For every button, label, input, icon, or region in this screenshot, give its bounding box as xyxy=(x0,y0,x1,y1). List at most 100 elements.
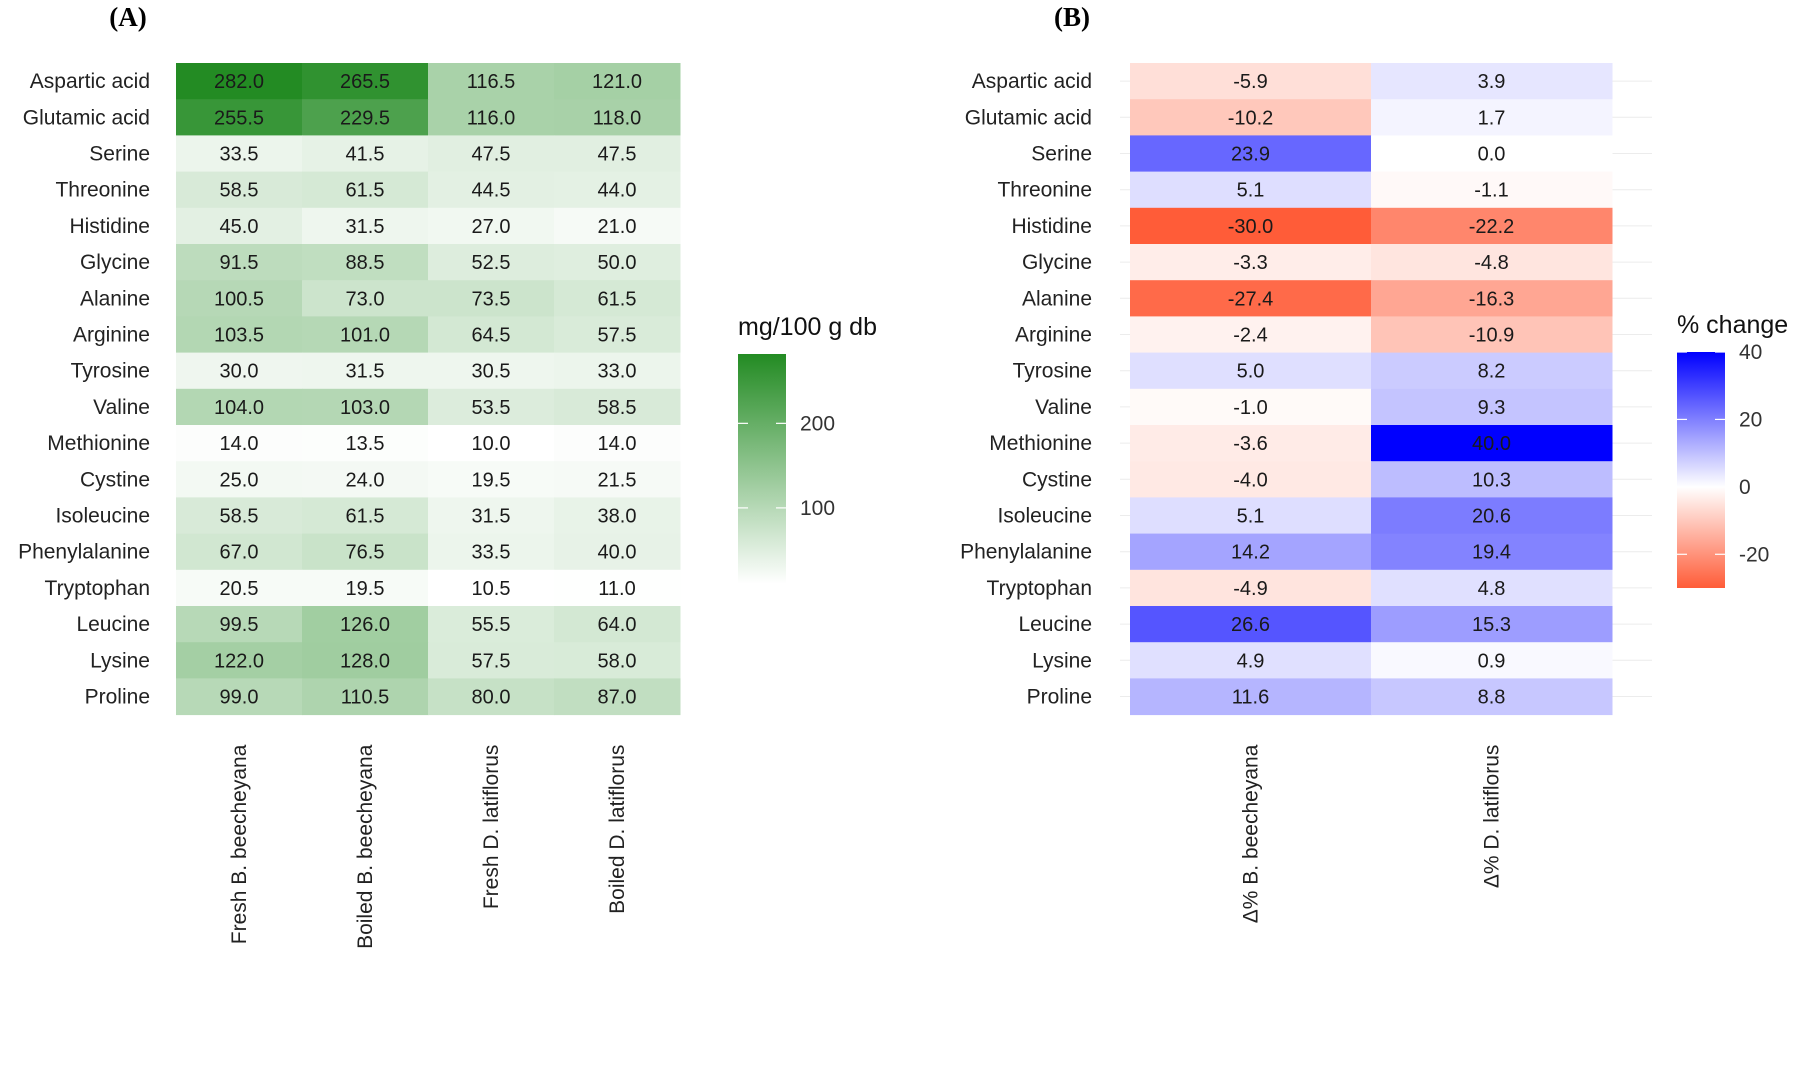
cell-value-label: 58.5 xyxy=(220,180,259,202)
cell-value-label: 11.0 xyxy=(598,578,635,600)
cell-value-label: -2.4 xyxy=(1233,325,1267,347)
cell-value-label: 53.5 xyxy=(472,397,511,419)
heatmap-cell xyxy=(302,642,429,679)
row-label-b: Lysine xyxy=(1032,649,1092,672)
heatmap-cell xyxy=(1130,135,1372,173)
heatmap-cell xyxy=(1371,569,1613,607)
legend-a-tick-label: 100 xyxy=(800,497,835,520)
heatmap-cell xyxy=(428,388,555,426)
heatmap-cell xyxy=(302,99,429,136)
heatmap-cell xyxy=(1130,425,1372,462)
cell-value-label: 10.0 xyxy=(472,433,511,455)
cell-value-label: 27.0 xyxy=(472,216,511,238)
cell-value-label: 31.5 xyxy=(346,361,385,383)
legend-a-colorbar xyxy=(738,354,786,584)
heatmap-panel-a: Aspartic acid 282.0 265.5 116.5 121.0 Glutami… xyxy=(18,63,681,949)
row-label-b: Glycine xyxy=(1022,251,1092,274)
cell-value-label: 8.8 xyxy=(1478,687,1506,709)
heatmap-cell xyxy=(1371,207,1613,245)
row-label-b: Histidine xyxy=(1011,215,1092,238)
legend-b-tick-label: 40 xyxy=(1739,341,1762,364)
column-label-a: Boiled B. beecheyana xyxy=(354,744,377,949)
heatmap-cell xyxy=(554,678,681,716)
heatmap-cell xyxy=(302,207,429,245)
heatmap-cell xyxy=(1371,497,1613,535)
heatmap-cell xyxy=(554,642,681,679)
heatmap-cell xyxy=(176,425,303,462)
heatmap-cell xyxy=(554,388,681,426)
cell-value-label: 4.9 xyxy=(1237,650,1265,672)
cell-value-label: 80.0 xyxy=(472,687,511,709)
row-label-a: Serine xyxy=(89,143,150,166)
cell-value-label: 8.2 xyxy=(1478,361,1506,383)
legend-percent-change: % change -20 0 20 40 xyxy=(1677,311,1788,588)
cell-value-label: 26.6 xyxy=(1231,614,1270,636)
row-label-b: Leucine xyxy=(1018,613,1092,636)
heatmap-cell xyxy=(302,135,429,173)
cell-value-label: 58.5 xyxy=(598,397,637,419)
heatmap-cell xyxy=(554,280,681,317)
cell-value-label: 0.0 xyxy=(1478,144,1506,166)
cell-value-label: 64.5 xyxy=(472,325,511,347)
cell-value-label: 104.0 xyxy=(214,397,264,419)
heatmap-cell xyxy=(1130,207,1372,245)
row-label-a: Leucine xyxy=(76,613,150,636)
cell-value-label: -3.6 xyxy=(1233,433,1267,455)
cell-value-label: 40.0 xyxy=(598,542,637,564)
row-label-b: Tyrosine xyxy=(1013,360,1092,383)
cell-value-label: -10.2 xyxy=(1228,107,1274,129)
cell-value-label: 100.5 xyxy=(214,288,264,310)
cell-value-label: 64.0 xyxy=(598,614,637,636)
cell-value-label: 15.3 xyxy=(1472,614,1511,636)
cell-value-label: 103.0 xyxy=(340,397,390,419)
column-label-a: Fresh D. latiflorus xyxy=(480,745,503,910)
heatmap-cell xyxy=(1130,63,1372,100)
row-label-a: Alanine xyxy=(80,287,150,310)
heatmap-cell xyxy=(302,63,429,100)
row-label-b: Methionine xyxy=(989,432,1092,455)
legend-b-title: % change xyxy=(1677,311,1788,339)
heatmap-cell xyxy=(176,99,303,136)
cell-value-label: 229.5 xyxy=(340,107,390,129)
row-label-a: Valine xyxy=(93,396,150,419)
legend-b-tick-label: -20 xyxy=(1739,543,1769,566)
cell-value-label: 88.5 xyxy=(346,252,385,274)
row-label-a: Threonine xyxy=(55,179,150,202)
heatmap-cell xyxy=(176,352,303,390)
heatmap-cell xyxy=(554,569,681,607)
heatmap-cell xyxy=(428,642,555,679)
cell-value-label: 47.5 xyxy=(472,144,511,166)
heatmap-cell xyxy=(428,497,555,535)
heatmap-cell xyxy=(176,678,303,716)
heatmap-cell xyxy=(176,533,303,571)
cell-value-label: -30.0 xyxy=(1228,216,1274,238)
cell-value-label: 47.5 xyxy=(598,144,637,166)
row-label-b: Alanine xyxy=(1022,287,1092,310)
heatmap-cell xyxy=(176,461,303,498)
row-label-b: Phenylalanine xyxy=(960,541,1092,564)
panel-a-label: (A) xyxy=(109,2,146,32)
cell-value-label: 4.8 xyxy=(1478,578,1506,600)
heatmap-cell xyxy=(1130,99,1372,136)
cell-value-label: 91.5 xyxy=(220,252,259,274)
heatmap-cell xyxy=(1130,388,1372,426)
heatmap-cell xyxy=(554,244,681,281)
row-label-b: Glutamic acid xyxy=(965,106,1092,129)
legend-mg-per-100g: mg/100 g db 100 200 xyxy=(738,313,877,584)
heatmap-cell xyxy=(1371,280,1613,317)
heatmap-cell xyxy=(302,533,429,571)
heatmap-cell xyxy=(302,569,429,607)
cell-value-label: 61.5 xyxy=(346,506,385,528)
cell-value-label: 110.5 xyxy=(341,687,390,709)
heatmap-cell xyxy=(1371,642,1613,679)
cell-value-label: 116.0 xyxy=(467,107,516,129)
heatmap-cell xyxy=(1371,678,1613,716)
legend-a-tick-label: 200 xyxy=(800,412,835,435)
heatmap-cell xyxy=(176,244,303,281)
legend-b-tick-label: 0 xyxy=(1739,476,1751,499)
cell-value-label: 44.0 xyxy=(598,180,637,202)
heatmap-cell xyxy=(428,280,555,317)
heatmap-cell xyxy=(428,171,555,209)
heatmap-cell xyxy=(428,316,555,354)
heatmap-cell xyxy=(554,135,681,173)
